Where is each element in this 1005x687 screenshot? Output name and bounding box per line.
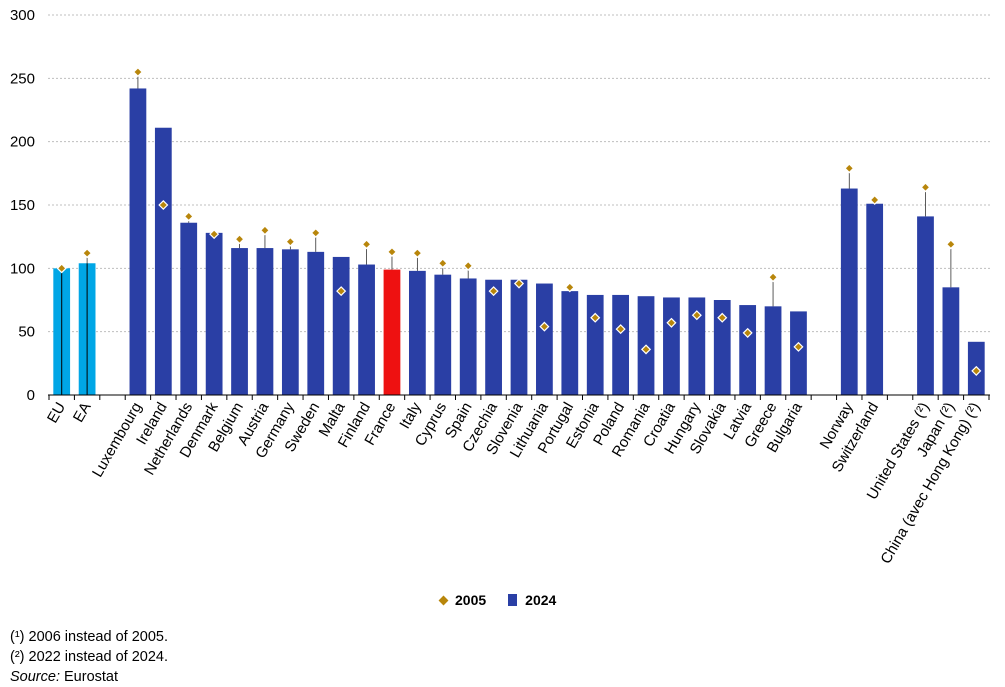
y-tick-label: 50 — [18, 324, 35, 341]
x-tick-label: EU — [44, 400, 69, 427]
bar — [866, 203, 884, 395]
marker-2005 — [742, 327, 753, 338]
bar — [764, 306, 782, 395]
marker-2005 — [615, 324, 626, 335]
legend-item-2024: 2024 — [508, 592, 556, 608]
marker-2005 — [412, 248, 423, 259]
marker-2005 — [768, 272, 779, 283]
bar — [942, 287, 960, 395]
footnote-1: (¹) 2006 instead of 2005. — [10, 629, 168, 645]
marker-2005 — [488, 286, 499, 297]
bar — [688, 297, 706, 395]
y-tick-label: 200 — [10, 134, 35, 151]
bar — [840, 188, 858, 395]
bar — [612, 294, 630, 395]
marker-2005 — [463, 260, 474, 271]
marker-2005 — [640, 344, 652, 355]
legend: 2005 2024 — [438, 592, 578, 608]
marker-2005 — [158, 199, 169, 211]
marker-2005 — [971, 365, 982, 376]
bar — [307, 251, 325, 395]
bar — [180, 222, 198, 395]
marker-2005 — [869, 194, 880, 205]
source-value: Eurostat — [59, 669, 119, 685]
marker-2005 — [132, 66, 143, 78]
marker-2005 — [361, 239, 372, 250]
marker-2005 — [209, 229, 220, 240]
bar — [383, 269, 401, 395]
marker-2005 — [285, 236, 296, 247]
marker-2005 — [234, 234, 245, 245]
y-tick-label: 100 — [10, 260, 35, 277]
marker-2005 — [310, 227, 321, 238]
marker-2005 — [437, 258, 448, 269]
bar — [231, 248, 248, 395]
bar — [510, 279, 528, 395]
marker-2005 — [82, 248, 93, 259]
bar — [205, 232, 223, 395]
bar — [536, 283, 553, 395]
footnotes: (¹) 2006 instead of 2005. (²) 2022 inste… — [10, 627, 168, 687]
bar — [561, 291, 579, 395]
marker-2005 — [259, 225, 270, 236]
bar — [917, 216, 934, 395]
bar — [713, 300, 731, 395]
marker-2005 — [945, 239, 956, 250]
marker-2005 — [793, 341, 804, 352]
source-label: Source: — [10, 669, 60, 685]
footnote-2: (²) 2022 instead of 2024. — [10, 649, 168, 665]
marker-2005 — [691, 310, 702, 321]
marker-2005 — [539, 321, 550, 332]
y-tick-label: 150 — [10, 197, 35, 214]
bar — [663, 297, 680, 395]
marker-2005 — [564, 282, 575, 293]
legend-marker-2005 — [438, 595, 449, 605]
legend-label-2024: 2024 — [525, 592, 557, 608]
bar — [586, 294, 604, 395]
legend-label-2005: 2005 — [455, 592, 487, 608]
source-line: Source: Eurostat — [10, 667, 168, 687]
legend-item-2005: 2005 — [438, 592, 487, 608]
bar — [790, 311, 807, 395]
y-tick-label: 250 — [10, 70, 35, 87]
marker-2005 — [513, 278, 525, 289]
marker-2005 — [183, 211, 194, 222]
legend-marker-2024 — [508, 594, 518, 606]
bar — [332, 256, 350, 395]
bar — [256, 248, 274, 395]
marker-2005 — [56, 263, 67, 274]
bar — [739, 305, 757, 395]
bar — [408, 270, 426, 395]
marker-2005 — [386, 246, 398, 257]
bar — [281, 249, 299, 395]
bar — [459, 278, 477, 395]
bar — [485, 279, 502, 395]
marker-2005 — [336, 286, 347, 297]
bar — [154, 127, 172, 395]
marker-2005 — [920, 182, 931, 193]
x-tick-label: EA — [70, 400, 95, 426]
marker-2005 — [717, 312, 728, 323]
y-tick-label: 0 — [27, 387, 35, 404]
marker-2005 — [844, 163, 855, 174]
bar — [358, 264, 375, 395]
y-tick-label: 300 — [10, 7, 35, 24]
marker-2005 — [590, 312, 601, 323]
bar — [129, 88, 147, 395]
marker-2005 — [666, 317, 677, 328]
bar — [434, 274, 452, 395]
